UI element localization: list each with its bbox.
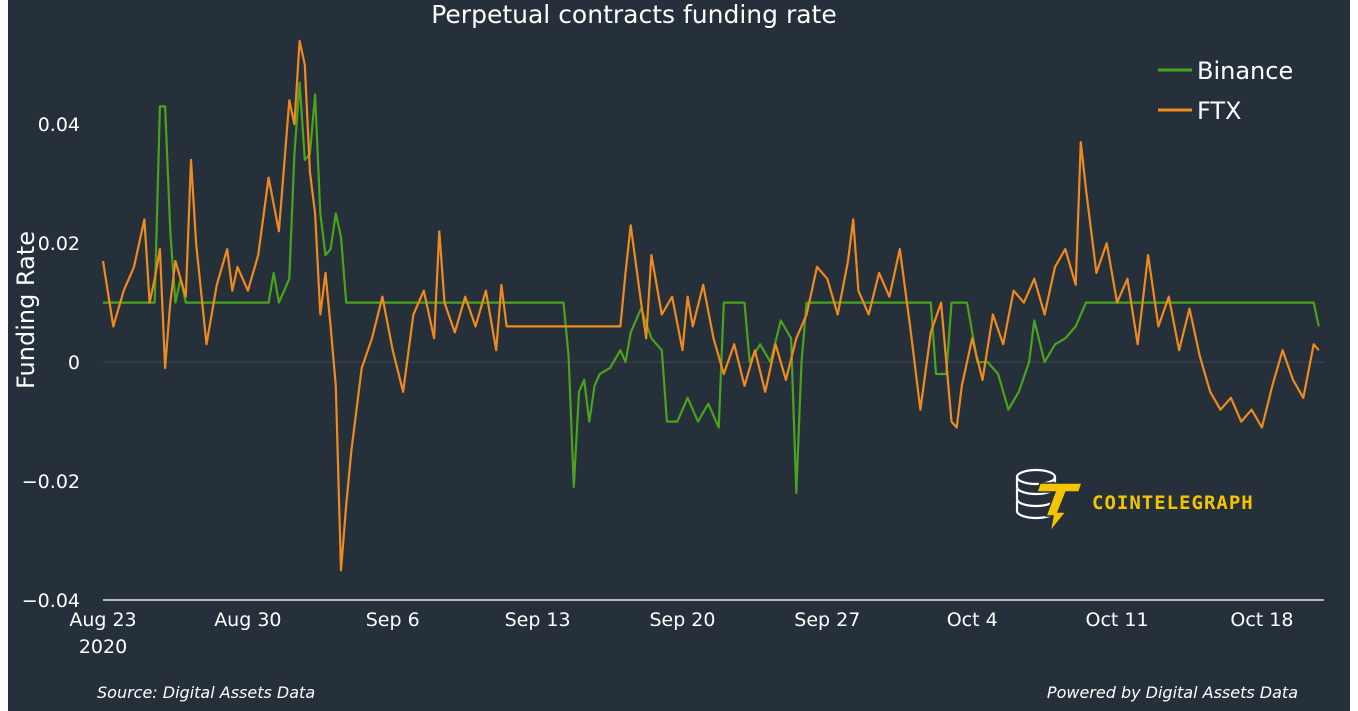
x-tick-label: Oct 18 xyxy=(1230,609,1293,631)
y-tick-label: 0.04 xyxy=(38,114,80,136)
legend[interactable]: Binance FTX xyxy=(1158,57,1293,125)
legend-label-binance: Binance xyxy=(1197,57,1293,85)
powered-by-note: Powered by Digital Assets Data xyxy=(1047,683,1298,702)
series-line-ftx xyxy=(101,39,1320,572)
x-tick-label: Oct 11 xyxy=(1086,609,1149,631)
x-tick-label: Sep 6 xyxy=(366,609,420,631)
y-tick-label: −0.04 xyxy=(22,590,80,612)
x-tick-label: Sep 27 xyxy=(794,609,860,631)
legend-item-binance[interactable]: Binance xyxy=(1158,57,1293,85)
cointelegraph-logo: COINTELEGRAPH xyxy=(1015,468,1254,533)
y-axis-ticks: 0.04 0.02 0 −0.02 −0.04 xyxy=(22,114,80,612)
series-layer xyxy=(101,39,1320,572)
y-axis-label: Funding Rate xyxy=(12,231,40,389)
y-tick-label: −0.02 xyxy=(22,471,80,493)
legend-label-ftx: FTX xyxy=(1197,97,1241,125)
chart-title: Perpetual contracts funding rate xyxy=(431,0,837,29)
y-tick-label: 0 xyxy=(68,352,80,374)
x-tick-label: Sep 20 xyxy=(649,609,715,631)
x-axis-ticks: Aug 23 2020 Aug 30 Sep 6 Sep 13 Sep 20 Sep 27 O… xyxy=(69,609,1293,658)
legend-item-ftx[interactable]: FTX xyxy=(1158,97,1241,125)
y-tick-label: 0.02 xyxy=(38,233,80,255)
x-tick-sublabel: 2020 xyxy=(79,636,127,658)
logo-wordmark: COINTELEGRAPH xyxy=(1092,492,1254,514)
x-tick-label: Aug 23 xyxy=(69,609,136,631)
lightning-t-icon xyxy=(1035,482,1084,533)
x-tick-label: Aug 30 xyxy=(214,609,281,631)
chart-panel xyxy=(8,0,1350,711)
x-tick-label: Sep 13 xyxy=(505,609,571,631)
x-tick-label: Oct 4 xyxy=(947,609,998,631)
source-note: Source: Digital Assets Data xyxy=(97,683,315,702)
